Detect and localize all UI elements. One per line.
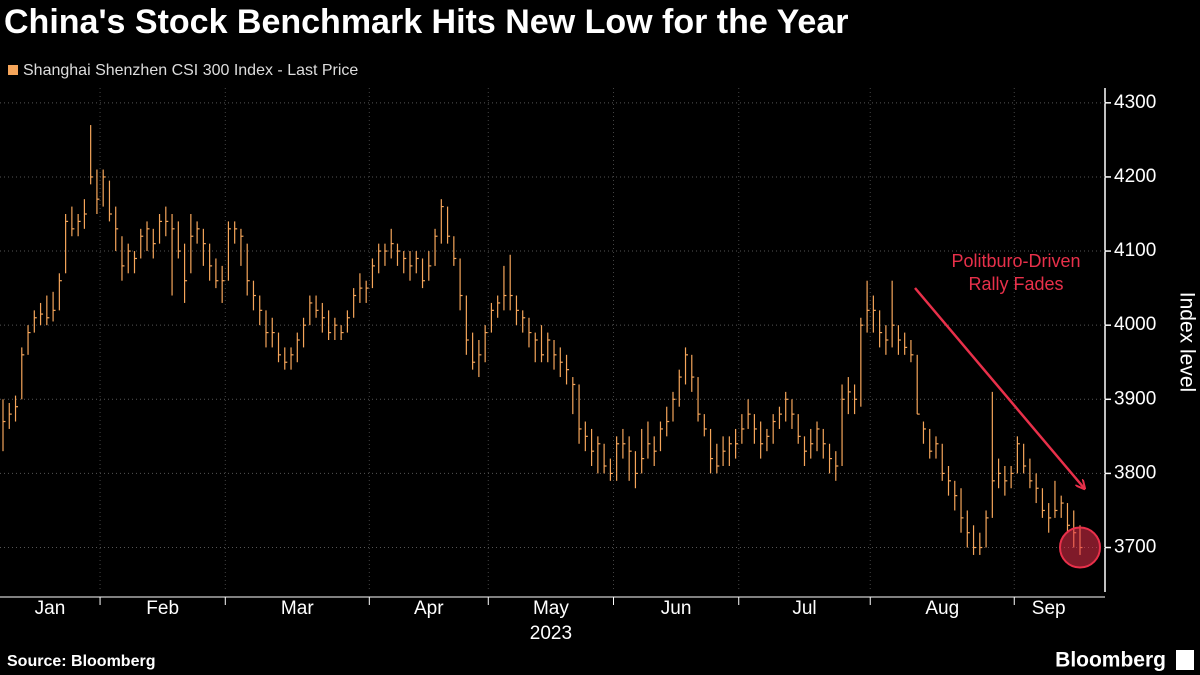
y-tick-label: 4000 bbox=[1114, 314, 1156, 335]
x-tick-label: Aug bbox=[925, 598, 959, 619]
x-tick-label: Jul bbox=[792, 598, 816, 619]
y-tick-label: 3700 bbox=[1114, 537, 1156, 558]
y-tick-label: 3800 bbox=[1114, 462, 1156, 483]
low-highlight bbox=[1059, 526, 1101, 569]
x-tick-label: Mar bbox=[281, 598, 314, 619]
brand: Bloomberg bbox=[1055, 649, 1166, 672]
x-tick-label: Feb bbox=[146, 598, 179, 619]
annotation-arrow bbox=[914, 287, 1084, 488]
x-tick-label: Jun bbox=[661, 598, 692, 619]
legend-label: Shanghai Shenzhen CSI 300 Index - Last P… bbox=[23, 62, 358, 79]
legend-swatch bbox=[8, 65, 18, 75]
x-tick-label: May bbox=[533, 598, 569, 619]
y-tick-label: 3900 bbox=[1114, 388, 1156, 409]
plot: 3700 3800 3900 4000 4100 4200 4300 Jan Feb Mar Apr… bbox=[0, 88, 1156, 644]
year-label: 2023 bbox=[530, 623, 572, 644]
x-tick-label: Apr bbox=[414, 598, 444, 619]
x-tick-label: Sep bbox=[1032, 598, 1066, 619]
y-tick-label: 4100 bbox=[1114, 240, 1156, 261]
x-tick-label: Jan bbox=[35, 598, 66, 619]
y-tick-label: 4200 bbox=[1114, 166, 1156, 187]
annotation-text: Rally Fades bbox=[968, 274, 1063, 294]
source: Source: Bloomberg bbox=[7, 653, 155, 670]
y-axis-label: Index level bbox=[1175, 292, 1198, 392]
brand-icon bbox=[1176, 650, 1194, 670]
annotation-text: Politburo-Driven bbox=[951, 251, 1080, 271]
y-tick-label: 4300 bbox=[1114, 92, 1156, 113]
chart-title: China's Stock Benchmark Hits New Low for… bbox=[4, 3, 848, 41]
